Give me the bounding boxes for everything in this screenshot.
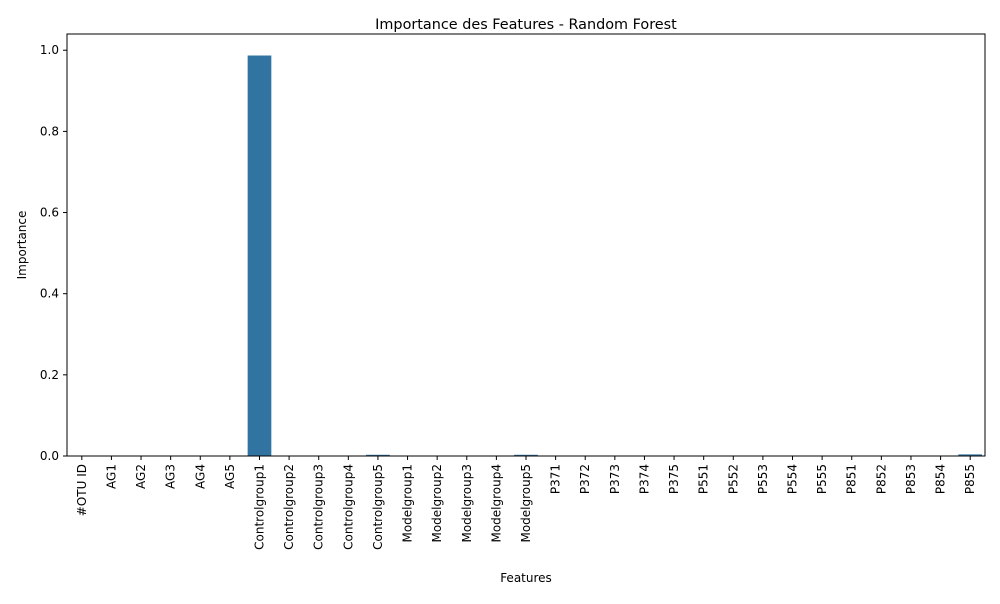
x-tick-label-21: P551	[697, 464, 711, 494]
bar-30	[958, 454, 983, 456]
x-tick-label-23: P553	[756, 464, 770, 494]
bar-15	[514, 454, 538, 456]
x-tick-label-11: Modelgroup1	[401, 464, 415, 543]
y-axis-label: Importance	[15, 211, 29, 280]
x-tick-label-4: AG4	[193, 464, 207, 489]
x-tick-label-26: P851	[845, 464, 859, 494]
y-axis: 0.0 0.2 0.4 0.6 0.8 1.0	[40, 43, 67, 463]
x-axis-label: Features	[500, 571, 552, 585]
x-tick-label-14: Modelgroup4	[489, 464, 503, 543]
x-tick-label-1: AG1	[104, 464, 118, 489]
x-tick-label-24: P554	[786, 464, 800, 494]
chart-title: Importance des Features - Random Forest	[375, 17, 677, 33]
x-tick-label-3: AG3	[164, 464, 178, 489]
x-tick-label-5: AG5	[223, 464, 237, 489]
bar-6	[247, 55, 272, 456]
x-tick-label-15: Modelgroup5	[519, 464, 533, 543]
x-tick-label-19: P374	[637, 464, 651, 494]
x-tick-label-29: P854	[934, 464, 948, 494]
x-tick-label-16: P371	[549, 464, 563, 494]
x-tick-label-12: Modelgroup2	[430, 464, 444, 543]
bar-10	[366, 454, 390, 456]
x-tick-label-27: P852	[874, 464, 888, 494]
y-tick-label-2: 0.4	[40, 287, 59, 301]
x-tick-label-25: P555	[815, 464, 829, 494]
x-tick-label-17: P372	[578, 464, 592, 494]
x-tick-label-7: Controlgroup2	[282, 464, 296, 550]
y-tick-label-1: 0.2	[40, 368, 59, 382]
x-axis: #OTU ID AG1 AG2 AG3 AG4 AG5 Controlgroup1 Contr…	[75, 456, 977, 550]
x-tick-label-6: Controlgroup1	[252, 464, 266, 550]
bars-group	[247, 55, 983, 456]
y-tick-label-0: 0.0	[40, 449, 59, 463]
y-tick-label-3: 0.6	[40, 206, 59, 220]
x-tick-label-13: Modelgroup3	[460, 464, 474, 543]
x-tick-label-22: P552	[726, 464, 740, 494]
y-tick-label-5: 1.0	[40, 43, 59, 57]
x-tick-label-28: P853	[904, 464, 918, 494]
x-tick-label-8: Controlgroup3	[312, 464, 326, 550]
x-tick-label-18: P373	[608, 464, 622, 494]
plot-frame	[66, 33, 986, 457]
y-tick-label-4: 0.8	[40, 124, 59, 138]
x-tick-label-10: Controlgroup5	[371, 464, 385, 550]
x-tick-label-30: P855	[963, 464, 977, 494]
x-tick-label-20: P375	[667, 464, 681, 494]
x-tick-label-0: #OTU ID	[75, 464, 89, 516]
x-tick-label-9: Controlgroup4	[341, 464, 355, 550]
x-tick-label-2: AG2	[134, 464, 148, 489]
